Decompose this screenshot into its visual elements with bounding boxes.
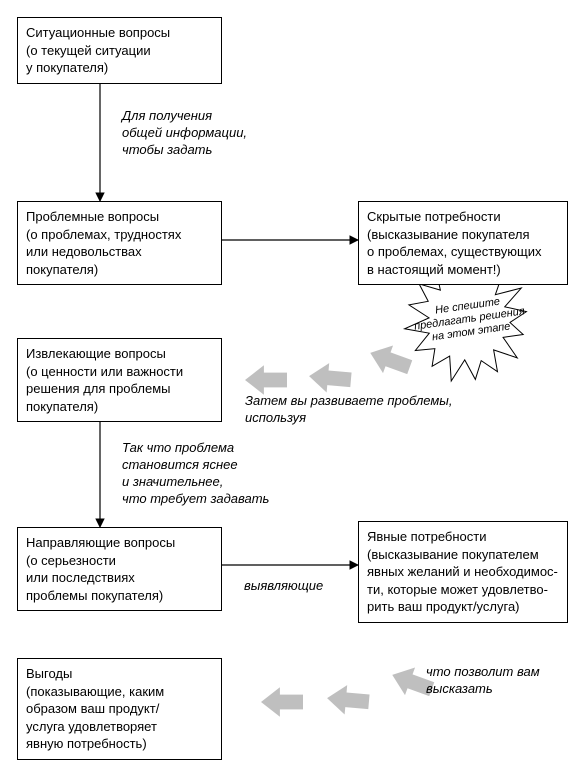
caption-revealing: выявляющие (244, 578, 344, 595)
caption-text: Для полученияобщей информации,чтобы зада… (122, 108, 247, 157)
caption-develop-problems: Затем вы развиваете проблемы,используя (245, 393, 465, 427)
caption-text: выявляющие (244, 578, 323, 593)
node-hidden-needs: Скрытые потребности(высказывание покупат… (358, 201, 568, 285)
node-explicit-needs: Явные потребности(высказывание покупател… (358, 521, 568, 623)
caption-text: что позволит вамвысказать (426, 664, 540, 696)
gray-arrow-icon (308, 362, 352, 395)
gray-arrow-icon (261, 687, 303, 716)
node-text: Извлекающие вопросы(о ценности или важно… (26, 346, 183, 414)
caption-text: Так что проблемастановится яснееи значит… (122, 440, 269, 506)
flowchart-canvas: Ситуационные вопросы(о текущей ситуацииу… (0, 0, 584, 770)
gray-arrow-icon (326, 684, 370, 717)
node-situational-questions: Ситуационные вопросы(о текущей ситуацииу… (17, 17, 222, 84)
caption-text: Затем вы развиваете проблемы,используя (245, 393, 452, 425)
node-needpayoff-questions: Направляющие вопросы(о серьезностиили по… (17, 527, 222, 611)
caption-problem-clearer: Так что проблемастановится яснееи значит… (122, 440, 322, 508)
node-text: Скрытые потребности(высказывание покупат… (367, 209, 541, 277)
node-text: Направляющие вопросы(о серьезностиили по… (26, 535, 175, 603)
caption-general-info: Для полученияобщей информации,чтобы зада… (122, 108, 287, 159)
caption-allows-express: что позволит вамвысказать (426, 664, 576, 698)
starburst-text: Не спешитепредлагать решенияна этом этап… (413, 296, 525, 344)
node-text: Явные потребности(высказывание покупател… (367, 529, 558, 614)
node-text: Выгоды(показывающие, какимобразом ваш пр… (26, 666, 164, 751)
node-problem-questions: Проблемные вопросы(о проблемах, трудност… (17, 201, 222, 285)
gray-arrow-icon (245, 365, 287, 394)
starburst-label: Не спешитепредлагать решенияна этом этап… (410, 292, 529, 347)
node-benefits: Выгоды(показывающие, какимобразом ваш пр… (17, 658, 222, 760)
node-implication-questions: Извлекающие вопросы(о ценности или важно… (17, 338, 222, 422)
node-text: Ситуационные вопросы(о текущей ситуацииу… (26, 25, 170, 75)
gray-arrow-icon (365, 339, 415, 381)
node-text: Проблемные вопросы(о проблемах, трудност… (26, 209, 181, 277)
